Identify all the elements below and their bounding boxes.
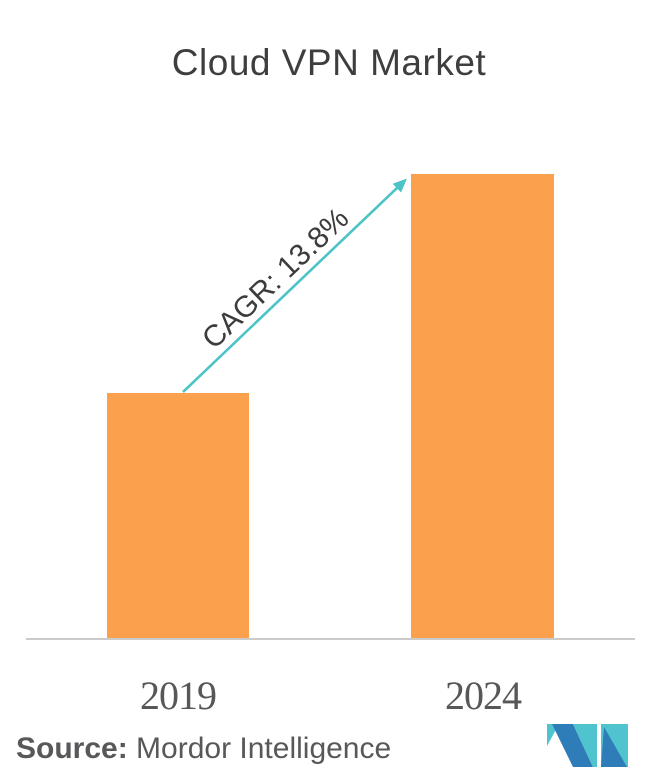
logo-blue-left-stroke — [552, 724, 593, 767]
source-attribution: Source: Mordor Intelligence — [16, 732, 391, 766]
source-name: Mordor Intelligence — [136, 732, 392, 765]
chart-title: Cloud VPN Market — [171, 42, 487, 83]
logo-teal-middle-shape — [573, 724, 597, 767]
x-tick-2024: 2024 — [445, 673, 522, 718]
logo-blue-right-triangle — [601, 727, 627, 767]
x-axis-line — [26, 638, 635, 640]
source-label: Source: — [16, 732, 128, 765]
bar-2019 — [107, 393, 249, 639]
mordor-intelligence-logo — [547, 724, 628, 767]
bar-2024 — [411, 174, 554, 639]
x-tick-2019: 2019 — [140, 673, 217, 718]
arrow-head — [392, 178, 407, 193]
cagr-annotation: CAGR: 13.8% — [195, 201, 356, 356]
arrow-line — [182, 187, 398, 393]
